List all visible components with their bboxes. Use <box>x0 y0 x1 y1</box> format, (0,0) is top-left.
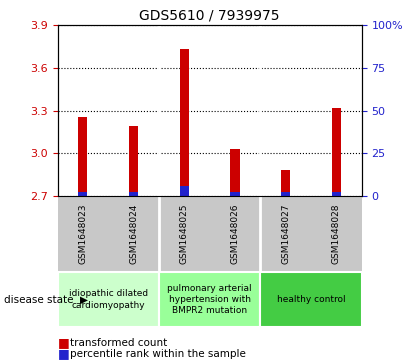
Bar <box>79 117 88 196</box>
Text: ■: ■ <box>58 337 69 350</box>
Bar <box>180 49 189 196</box>
Bar <box>332 108 341 196</box>
Text: disease state  ▶: disease state ▶ <box>4 294 88 305</box>
Bar <box>129 192 138 196</box>
Bar <box>281 192 290 196</box>
Text: GSM1648025: GSM1648025 <box>180 204 189 264</box>
Bar <box>159 272 260 327</box>
Text: GSM1648027: GSM1648027 <box>281 204 290 264</box>
Text: idiopathic dilated
cardiomyopathy: idiopathic dilated cardiomyopathy <box>69 289 148 310</box>
Bar <box>231 192 240 196</box>
Bar <box>260 272 362 327</box>
Text: pulmonary arterial
hypertension with
BMPR2 mutation: pulmonary arterial hypertension with BMP… <box>167 284 252 315</box>
Bar <box>129 126 138 196</box>
Text: percentile rank within the sample: percentile rank within the sample <box>70 349 246 359</box>
Title: GDS5610 / 7939975: GDS5610 / 7939975 <box>139 9 280 23</box>
Text: GSM1648026: GSM1648026 <box>231 204 240 264</box>
Bar <box>180 186 189 196</box>
Text: GSM1648024: GSM1648024 <box>129 204 138 264</box>
Bar <box>79 192 88 196</box>
Text: GSM1648028: GSM1648028 <box>332 204 341 264</box>
Bar <box>332 192 341 196</box>
Text: healthy control: healthy control <box>277 295 345 304</box>
Text: ■: ■ <box>58 347 69 360</box>
Bar <box>58 272 159 327</box>
Text: GSM1648023: GSM1648023 <box>79 204 88 264</box>
Bar <box>231 149 240 196</box>
Text: transformed count: transformed count <box>70 338 167 348</box>
Bar <box>281 170 290 196</box>
